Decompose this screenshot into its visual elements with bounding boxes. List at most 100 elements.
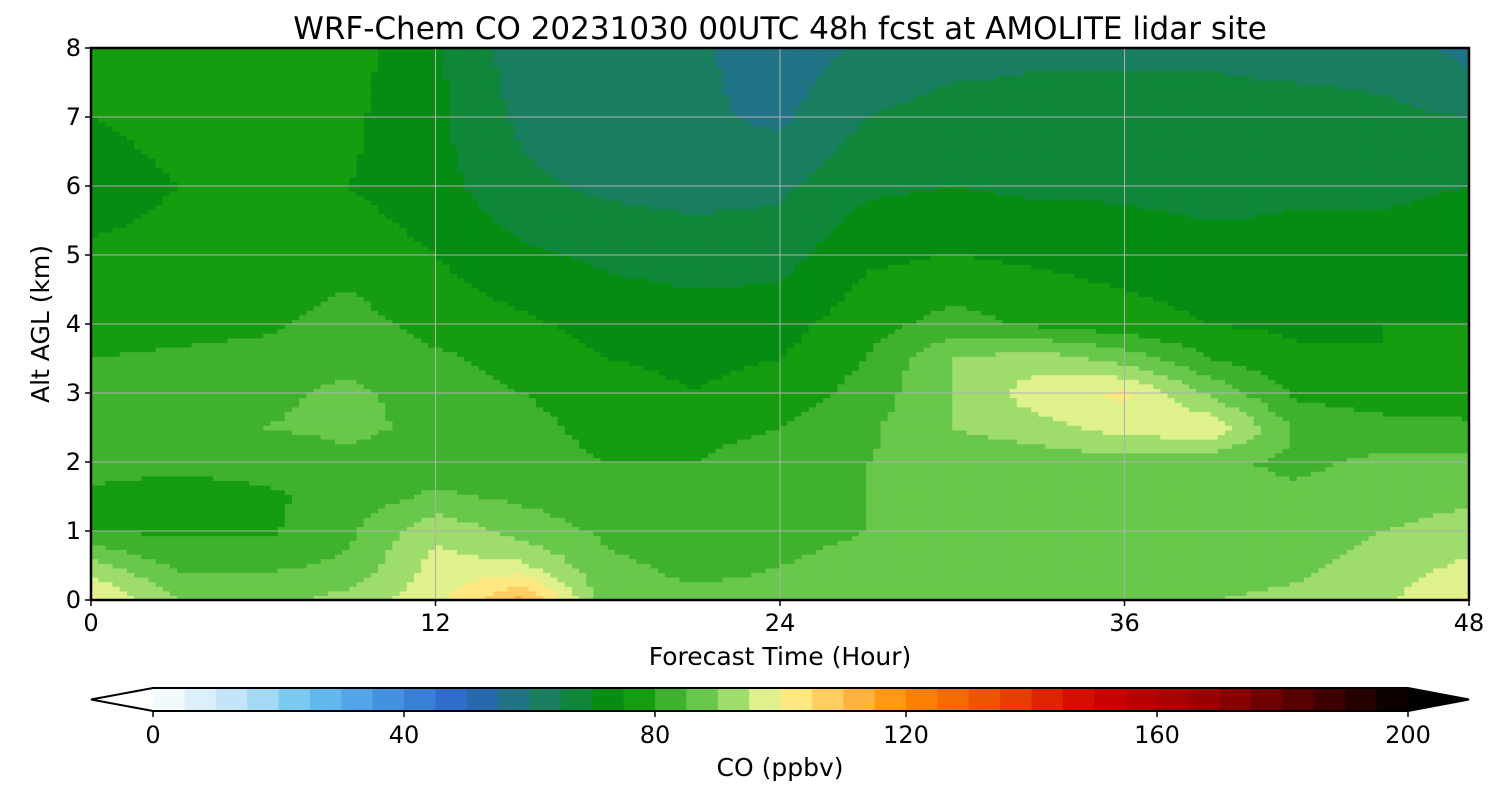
heatmap-cell — [1440, 591, 1448, 596]
heatmap-cell — [1440, 582, 1448, 587]
heatmap-cell — [766, 540, 774, 545]
heatmap-cell — [565, 568, 573, 573]
heatmap-cell — [113, 549, 121, 554]
heatmap-cell — [1297, 531, 1305, 536]
heatmap-cell — [436, 480, 444, 485]
heatmap-cell — [1275, 508, 1283, 513]
heatmap-cell — [328, 572, 336, 577]
heatmap-cell — [974, 499, 982, 504]
heatmap-cell — [170, 508, 178, 513]
heatmap-cell — [349, 508, 357, 513]
heatmap-cell — [758, 582, 766, 587]
heatmap-cell — [400, 503, 408, 508]
heatmap-cell — [1196, 522, 1204, 527]
heatmap-cell — [1412, 554, 1420, 559]
heatmap-cell — [105, 559, 113, 564]
heatmap-cell — [1369, 559, 1377, 564]
heatmap-cell — [758, 499, 766, 504]
heatmap-cell — [593, 531, 601, 536]
heatmap-cell — [873, 586, 881, 591]
heatmap-cell — [1010, 480, 1018, 485]
heatmap-cell — [859, 513, 867, 518]
heatmap-cell — [780, 586, 788, 591]
heatmap-cell — [134, 494, 142, 499]
heatmap-cell — [715, 577, 723, 582]
heatmap-cell — [644, 517, 652, 522]
heatmap-cell — [163, 577, 171, 582]
heatmap-cell — [1196, 563, 1204, 568]
heatmap-cell — [916, 503, 924, 508]
heatmap-cell — [909, 591, 917, 596]
heatmap-cell — [794, 503, 802, 508]
heatmap-cell — [880, 540, 888, 545]
heatmap-cell — [1010, 494, 1018, 499]
heatmap-cell — [1153, 531, 1161, 536]
heatmap-cell — [1038, 503, 1046, 508]
heatmap-cell — [313, 545, 321, 550]
heatmap-cell — [1239, 536, 1247, 541]
heatmap-cell — [335, 522, 343, 527]
heatmap-cell — [830, 485, 838, 490]
heatmap-cell — [493, 572, 501, 577]
heatmap-cell — [364, 591, 372, 596]
heatmap-cell — [1397, 554, 1405, 559]
heatmap-cell — [134, 485, 142, 490]
heatmap-cell — [436, 582, 444, 587]
heatmap-cell — [1419, 540, 1427, 545]
heatmap-cell — [1261, 494, 1269, 499]
heatmap-cell — [773, 513, 781, 518]
heatmap-cell — [931, 577, 939, 582]
heatmap-cell — [723, 591, 731, 596]
heatmap-cell — [98, 485, 106, 490]
heatmap-cell — [1175, 559, 1183, 564]
heatmap-cell — [1046, 554, 1054, 559]
heatmap-cell — [1390, 503, 1398, 508]
heatmap-cell — [1031, 586, 1039, 591]
heatmap-cell — [924, 591, 932, 596]
heatmap-cell — [1175, 563, 1183, 568]
heatmap-cell — [579, 563, 587, 568]
heatmap-cell — [644, 586, 652, 591]
heatmap-cell — [1153, 563, 1161, 568]
heatmap-cell — [184, 503, 192, 508]
heatmap-cell — [1369, 531, 1377, 536]
heatmap-cell — [1232, 540, 1240, 545]
heatmap-cell — [191, 563, 199, 568]
heatmap-cell — [500, 517, 508, 522]
heatmap-cell — [1139, 536, 1147, 541]
heatmap-cell — [392, 577, 400, 582]
heatmap-cell — [392, 536, 400, 541]
heatmap-cell — [1196, 586, 1204, 591]
heatmap-cell — [1218, 522, 1226, 527]
heatmap-cell — [1031, 480, 1039, 485]
heatmap-cell — [794, 559, 802, 564]
heatmap-cell — [1282, 563, 1290, 568]
heatmap-cell — [1311, 572, 1319, 577]
heatmap-cell — [1282, 540, 1290, 545]
heatmap-cell — [349, 503, 357, 508]
heatmap-cell — [744, 549, 752, 554]
heatmap-cell — [701, 513, 709, 518]
heatmap-cell — [163, 582, 171, 587]
heatmap-cell — [1282, 522, 1290, 527]
heatmap-cell — [486, 536, 494, 541]
heatmap-cell — [191, 490, 199, 495]
heatmap-cell — [1275, 549, 1283, 554]
heatmap-cell — [414, 563, 422, 568]
heatmap-cell — [1325, 503, 1333, 508]
heatmap-cell — [400, 554, 408, 559]
heatmap-cell — [830, 540, 838, 545]
heatmap-cell — [479, 559, 487, 564]
heatmap-cell — [1268, 508, 1276, 513]
heatmap-cell — [974, 517, 982, 522]
heatmap-cell — [952, 503, 960, 508]
heatmap-cell — [924, 531, 932, 536]
heatmap-cell — [1347, 536, 1355, 541]
heatmap-cell — [550, 572, 558, 577]
heatmap-cell — [809, 572, 817, 577]
heatmap-cell — [959, 591, 967, 596]
heatmap-cell — [127, 513, 135, 518]
heatmap-cell — [938, 586, 946, 591]
heatmap-cell — [916, 513, 924, 518]
heatmap-cell — [1261, 513, 1269, 518]
